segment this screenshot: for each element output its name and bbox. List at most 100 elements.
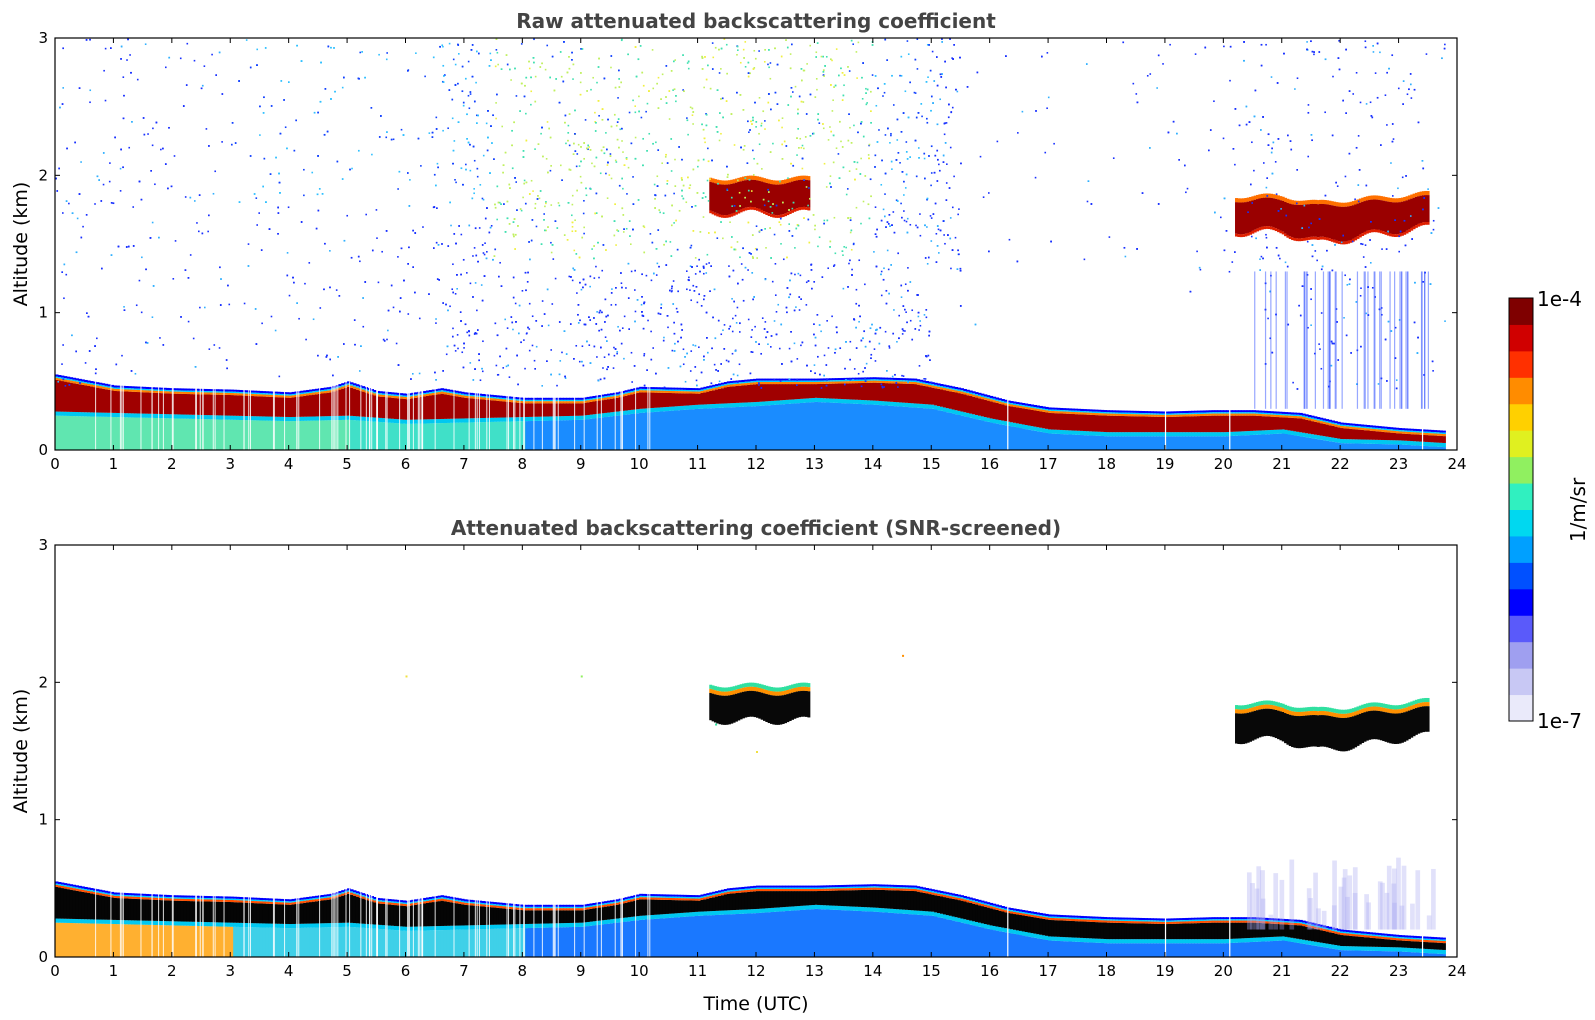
layer-edge-cell [1030, 404, 1035, 407]
noise-speckle [303, 194, 305, 197]
layer-fringe-cell [230, 415, 234, 420]
cloud-edge-cell [1260, 226, 1264, 230]
aerosol-layer-cell [668, 393, 672, 407]
aerosol-layer-cell [1144, 416, 1148, 433]
layer-fringe-cell [1153, 432, 1157, 437]
layer-edge-cell [1185, 413, 1189, 415]
layer-fringe-cell [90, 412, 94, 417]
noise-speckle [412, 373, 414, 375]
cloud-core-cell [1400, 201, 1404, 234]
layer-fringe-cell [691, 405, 696, 410]
layer-edge-cell [303, 393, 307, 396]
layer-fringe-cell [1010, 422, 1014, 427]
layer-edge-cell [1430, 431, 1435, 434]
layer-edge-cell [583, 399, 588, 401]
noise-speckle [958, 208, 960, 210]
noise-speckle [718, 380, 721, 383]
noise-speckle [606, 197, 609, 199]
cloud-core-cell [1368, 199, 1372, 231]
layer-edge-cell [685, 389, 690, 392]
layer-edge-cell [1357, 424, 1362, 427]
cloud-core-cell [1412, 197, 1416, 227]
layer-edge-cell [1381, 426, 1385, 429]
noise-speckle [583, 199, 585, 202]
boundary-layer-cell [1205, 436, 1210, 450]
layer-fringe-cell [802, 398, 807, 403]
cloud-edge-cell [720, 180, 724, 185]
boundary-layer-cell [878, 405, 883, 450]
layer-fringe-cell [548, 416, 553, 421]
layer-edge-cell [580, 401, 585, 404]
layer-edge-cell [992, 398, 997, 401]
aerosol-layer-cell [1036, 410, 1040, 428]
layer-edge-cell [878, 377, 883, 380]
cloud-edge-cell [716, 213, 720, 217]
boundary-layer-cell [1080, 435, 1084, 450]
layer-fringe-cell [1115, 432, 1119, 437]
layer-edge-cell [793, 378, 798, 381]
boundary-layer-cell [542, 420, 547, 450]
layer-edge-cell [1246, 413, 1251, 416]
aerosol-layer-cell [1287, 417, 1292, 431]
noise-speckle [890, 134, 892, 137]
layer-fringe-cell [852, 399, 856, 404]
layer-edge-cell [1313, 419, 1318, 422]
layer-edge-cell [203, 391, 208, 393]
boundary-layer-cell [887, 405, 891, 450]
layer-edge-cell [1202, 412, 1207, 414]
layer-edge-cell [1272, 413, 1277, 415]
aerosol-layer-cell [355, 389, 360, 417]
layer-edge-cell [992, 400, 997, 403]
noise-speckle [458, 53, 460, 55]
noise-speckle [126, 59, 128, 61]
noise-speckle [744, 65, 747, 68]
cloud-edge-cell [781, 214, 785, 217]
noise-speckle [907, 53, 910, 55]
aerosol-layer-cell [1004, 405, 1008, 422]
layer-fringe-cell [995, 419, 1000, 424]
layer-fringe-cell [823, 398, 827, 403]
layer-fringe-cell [945, 408, 950, 413]
aerosol-layer-cell [1386, 432, 1391, 441]
noise-speckle [931, 50, 934, 53]
layer-fringe-cell [566, 416, 570, 421]
layer-edge-cell [174, 388, 179, 391]
noise-speckle [1354, 198, 1356, 201]
noise-speckle [447, 127, 449, 130]
aerosol-layer-cell [110, 390, 115, 413]
noise-speckle [104, 99, 107, 102]
layer-edge-cell [122, 387, 126, 390]
layer-edge-cell [84, 383, 88, 386]
layer-edge-cell [607, 393, 611, 396]
noise-speckle [221, 141, 223, 143]
boundary-layer-cell [1240, 435, 1245, 450]
aerosol-layer-cell [1308, 420, 1312, 434]
boundary-layer-cell [840, 403, 845, 450]
layer-fringe-cell [1433, 442, 1438, 447]
layer-fringe-cell [574, 415, 579, 420]
layer-fringe-cell [1337, 438, 1341, 443]
layer-edge-cell [612, 392, 617, 395]
layer-edge-cell [960, 390, 964, 392]
noise-speckle [671, 349, 674, 352]
cloud-edge-cell [777, 215, 780, 218]
cloud-core-cell [1319, 203, 1323, 237]
layer-edge-cell [829, 378, 833, 381]
layer-fringe-cell [493, 417, 497, 422]
layer-fringe-cell [1325, 436, 1330, 441]
cloud-edge-cell [758, 176, 762, 181]
boundary-layer-cell [110, 416, 115, 450]
layer-edge-cell [569, 399, 573, 402]
noise-speckle [541, 385, 544, 387]
layer-edge-cell [1013, 403, 1017, 405]
noise-speckle [887, 268, 890, 271]
layer-edge-cell [437, 390, 442, 393]
layer-fringe-cell [443, 418, 447, 424]
noise-speckle [956, 90, 959, 93]
layer-edge-cell [81, 382, 85, 385]
aerosol-layer-cell [1109, 415, 1113, 433]
boundary-layer-cell [601, 417, 605, 450]
layer-edge-cell [434, 391, 439, 393]
aerosol-layer-cell [1316, 422, 1321, 436]
boundary-layer-cell [443, 423, 447, 450]
